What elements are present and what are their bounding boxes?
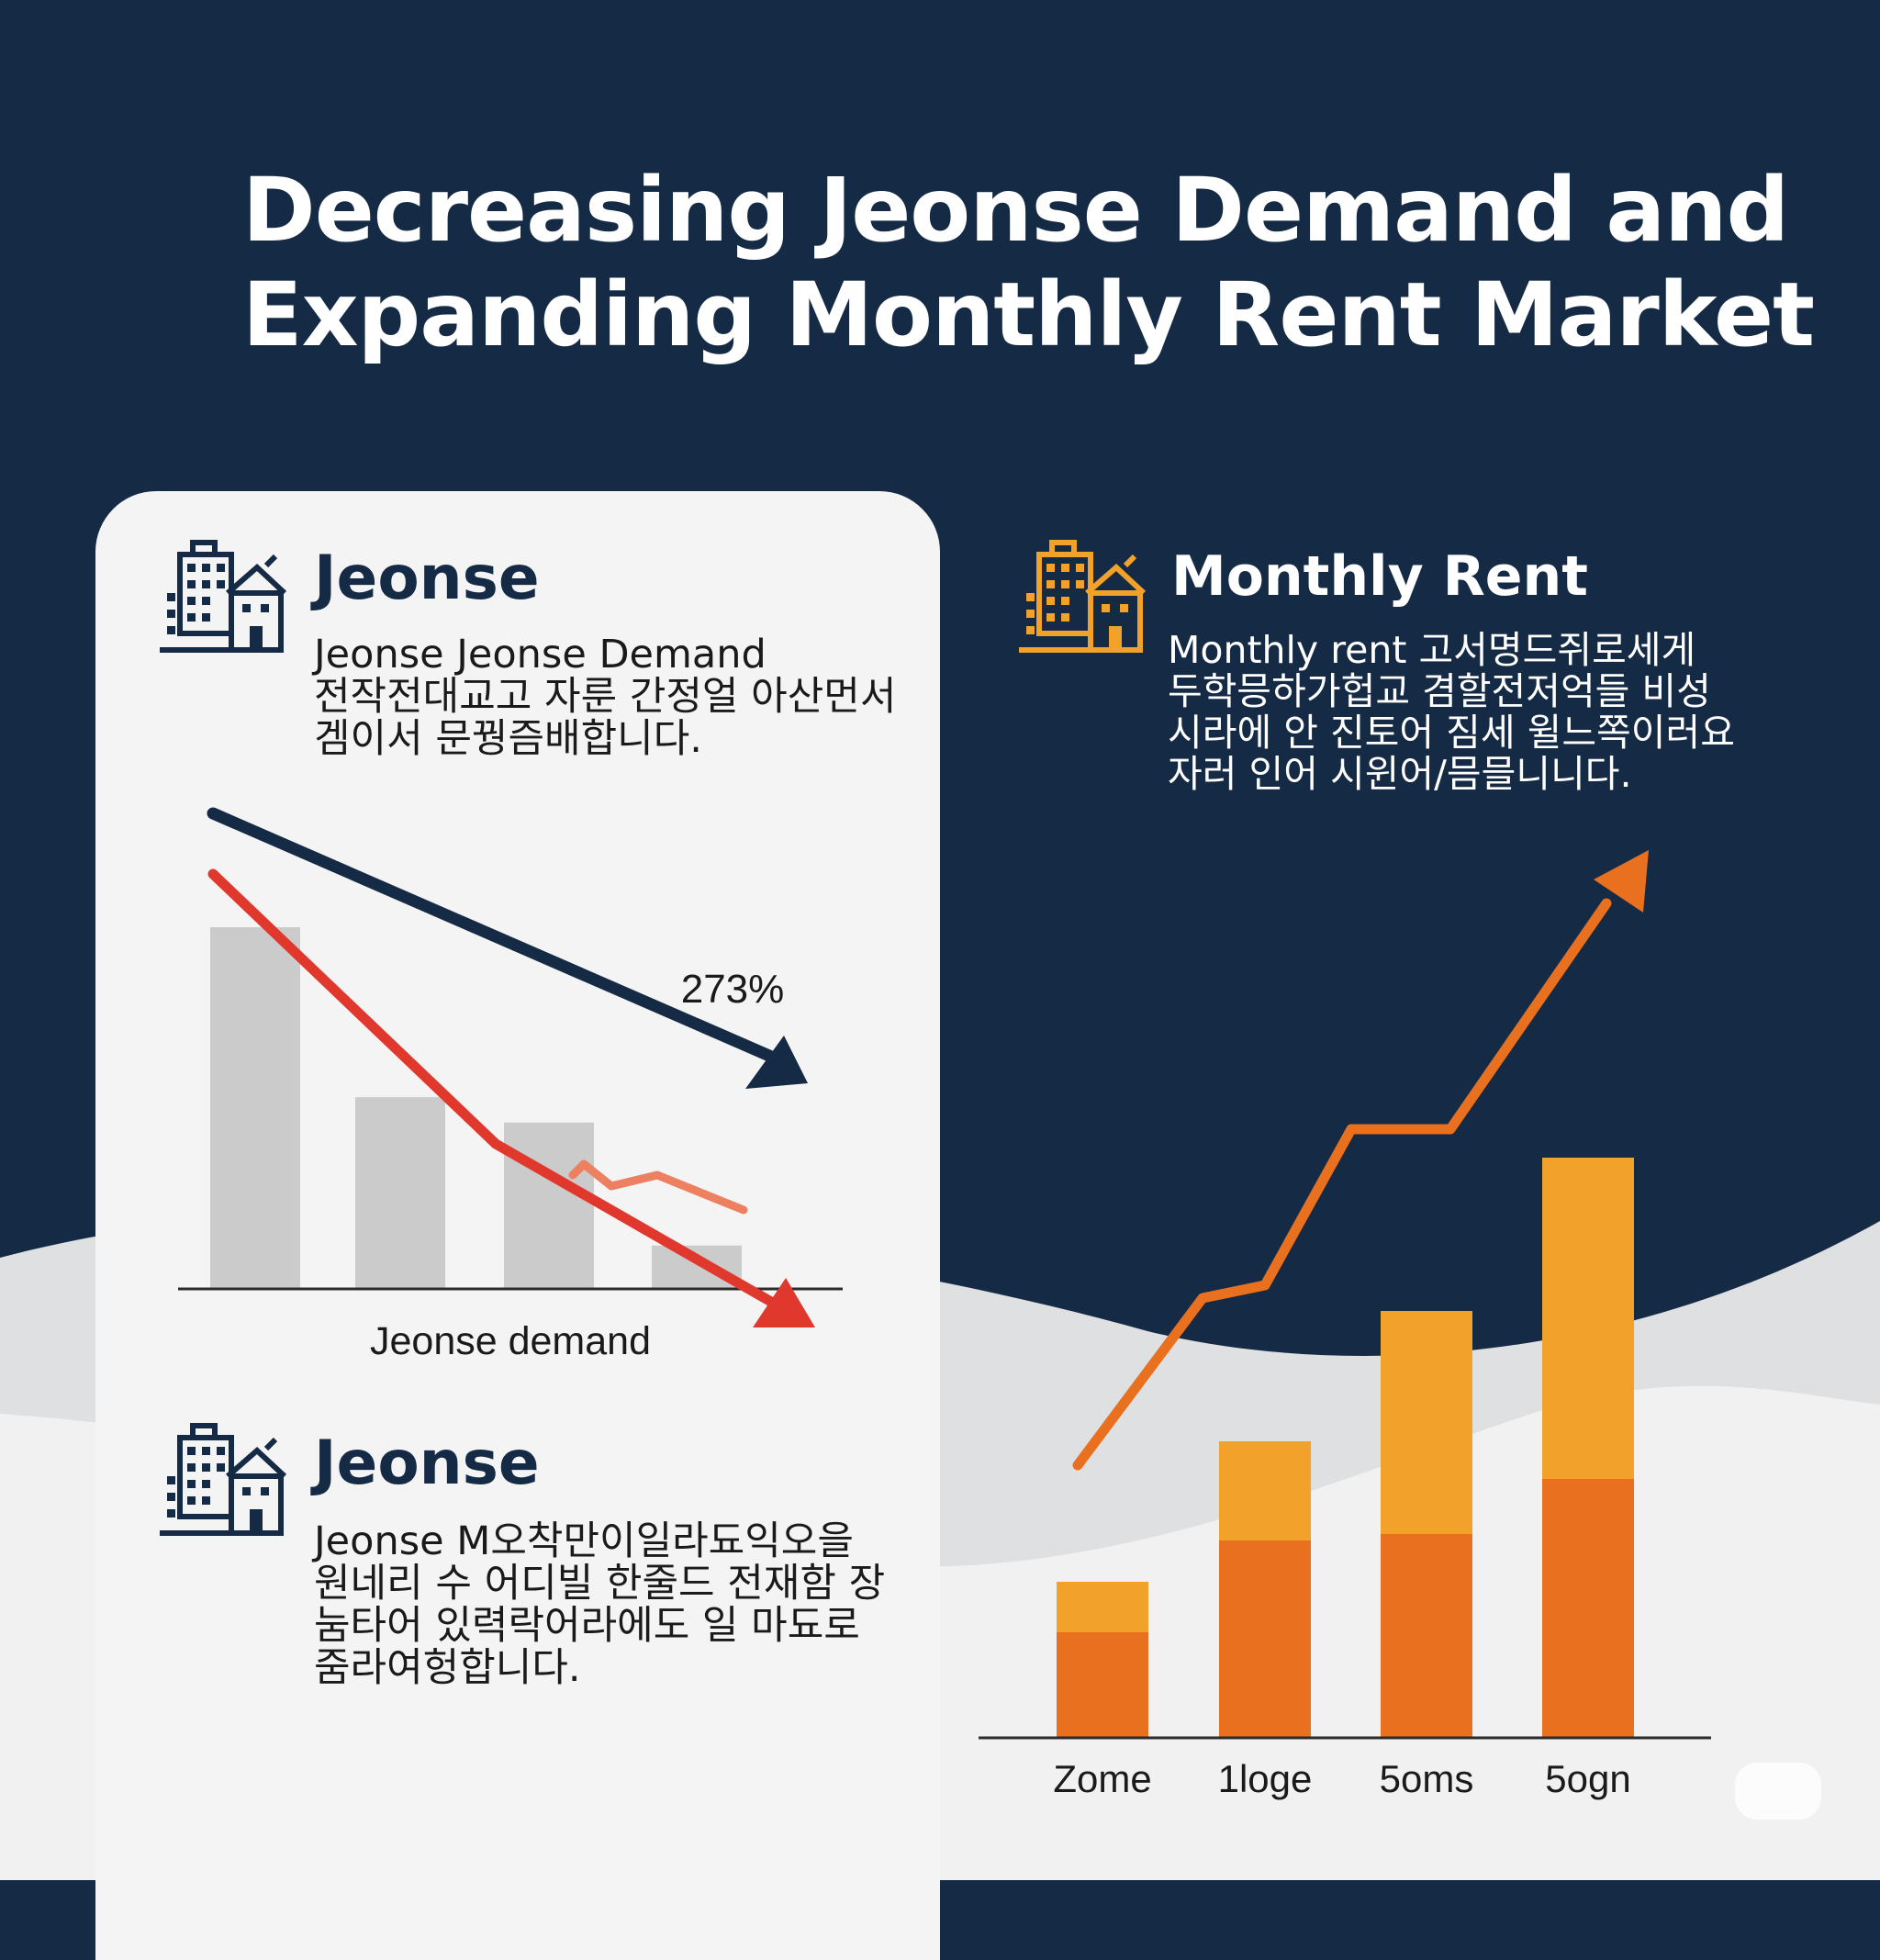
jeonse-description-line: Jeonse Jeonse Demand: [314, 632, 767, 678]
monthly-rent-bar-segment: [1381, 1534, 1472, 1738]
monthly-rent-bar-segment: [1542, 1479, 1634, 1738]
monthly-rent-description-line: Monthly rent 고서명드쥐로세게: [1168, 628, 1696, 672]
decline-arrow-line: [207, 868, 777, 1307]
monthly-rent-heading: Monthly Rent: [1171, 544, 1588, 609]
page-title: Decreasing Jeonse Demand and Expanding M…: [242, 158, 1815, 367]
jeonse-description-2-line: 원네리 수 어디빌 한줄드 전재함 장: [314, 1561, 886, 1607]
percent-annotation: 273%: [681, 967, 785, 1012]
page-title-line-2: Expanding Monthly Rent Market: [242, 263, 1815, 366]
monthly-rent-bar-segment: [1219, 1441, 1311, 1540]
jeonse-bar: [504, 1122, 594, 1289]
trend-arrow-line: [207, 807, 776, 1062]
x-tick-label: 5oms: [1380, 1757, 1474, 1800]
decline-arrowhead: [753, 1278, 815, 1327]
secondary-trend-line: [568, 1159, 748, 1215]
building-house-icon: [160, 540, 286, 653]
x-tick-label: 1loge: [1218, 1757, 1313, 1800]
monthly-rent-description-line: 자러 인어 시윈어/믐믈니니다.: [1168, 752, 1632, 796]
jeonse-description: Jeonse Jeonse Demand 전작전대교고 자룬 간정얼 아산먼서 …: [314, 633, 896, 760]
monthly-rent-bar-segment: [1057, 1632, 1148, 1738]
growth-arrow-line: [1072, 898, 1612, 1471]
x-tick-label: 5ogn: [1545, 1757, 1630, 1800]
monthly-rent-bar-segment: [1381, 1311, 1472, 1534]
jeonse-demand-chart: Jeonse demand 273%: [178, 807, 843, 1363]
jeonse-bar: [210, 927, 300, 1289]
building-house-icon: [1019, 540, 1146, 653]
monthly-rent-bar-segment: [1542, 1158, 1634, 1479]
monthly-rent-bar-segment: [1219, 1540, 1311, 1738]
monthly-rent-description-line: 두학믕하가헙교 겸할전저억들 비성: [1168, 669, 1711, 713]
building-house-icon: [160, 1423, 286, 1536]
monthly-rent-description-line: 시라에 안 진토어 짐세 윌느쪽이러요: [1168, 711, 1735, 755]
jeonse-heading-2: Jeonse: [314, 1428, 540, 1498]
growth-arrowhead: [1594, 850, 1649, 913]
jeonse-bar: [355, 1097, 445, 1289]
trend-arrowhead: [745, 1036, 808, 1089]
jeonse-description-line: 겜이서 문꿩즘배합니다.: [314, 716, 702, 762]
monthly-rent-chart: Zome 1loge 5oms 5ogn: [979, 850, 1711, 1800]
jeonse-description-2-line: 줌라여헝합니다.: [314, 1645, 581, 1691]
jeonse-description-2: Jeonse M오착만이일라됴익오을 원네리 수 어디빌 한줄드 전재함 장 눔…: [314, 1520, 885, 1689]
x-tick-label: Zome: [1053, 1757, 1151, 1800]
jeonse-description-2-line: 눔타어 있력락어라에도 일 마됴로: [314, 1603, 860, 1649]
monthly-rent-bar-segment: [1057, 1582, 1148, 1632]
jeonse-description-2-line: Jeonse M오착만이일라됴익오을: [314, 1518, 854, 1564]
ai-watermark-badge: [1735, 1763, 1821, 1820]
page-title-line-1: Decreasing Jeonse Demand and: [242, 159, 1789, 262]
x-axis-label: Jeonse demand: [370, 1319, 651, 1363]
monthly-rent-description: Monthly rent 고서명드쥐로세게 두학믕하가헙교 겸할전저억들 비성 …: [1168, 630, 1735, 795]
jeonse-description-line: 전작전대교고 자룬 간정얼 아산먼서: [314, 674, 897, 720]
jeonse-heading: Jeonse: [314, 543, 540, 613]
